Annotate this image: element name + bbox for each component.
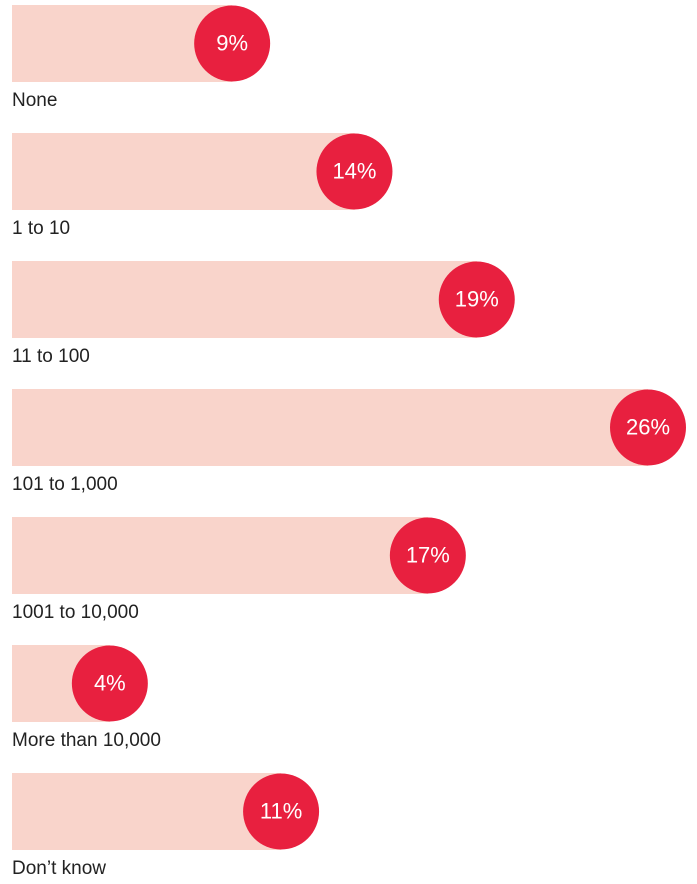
- bar: [12, 517, 428, 594]
- bar: [12, 133, 355, 210]
- category-label: 101 to 1,000: [12, 474, 118, 495]
- value-label: 4%: [94, 670, 126, 695]
- category-label: 1 to 10: [12, 218, 70, 239]
- value-label: 26%: [626, 414, 670, 439]
- bar: [12, 773, 282, 850]
- bar: [12, 389, 648, 466]
- category-label: 1001 to 10,000: [12, 602, 139, 623]
- value-label: 17%: [406, 542, 450, 567]
- category-label: None: [12, 90, 57, 111]
- value-badge: [194, 5, 271, 82]
- value-label: 19%: [455, 286, 499, 311]
- category-label: Don’t know: [12, 858, 106, 879]
- value-badge: [71, 645, 148, 722]
- value-badge: [316, 133, 393, 210]
- bar: [12, 261, 477, 338]
- category-label: 11 to 100: [12, 346, 90, 367]
- value-badge: [389, 517, 466, 594]
- value-label: 9%: [216, 30, 248, 55]
- value-badge: [610, 389, 686, 466]
- value-label: 11%: [260, 798, 302, 823]
- value-badge: [438, 261, 515, 338]
- category-label: More than 10,000: [12, 730, 161, 751]
- value-label: 14%: [332, 158, 376, 183]
- value-badge: [243, 773, 320, 850]
